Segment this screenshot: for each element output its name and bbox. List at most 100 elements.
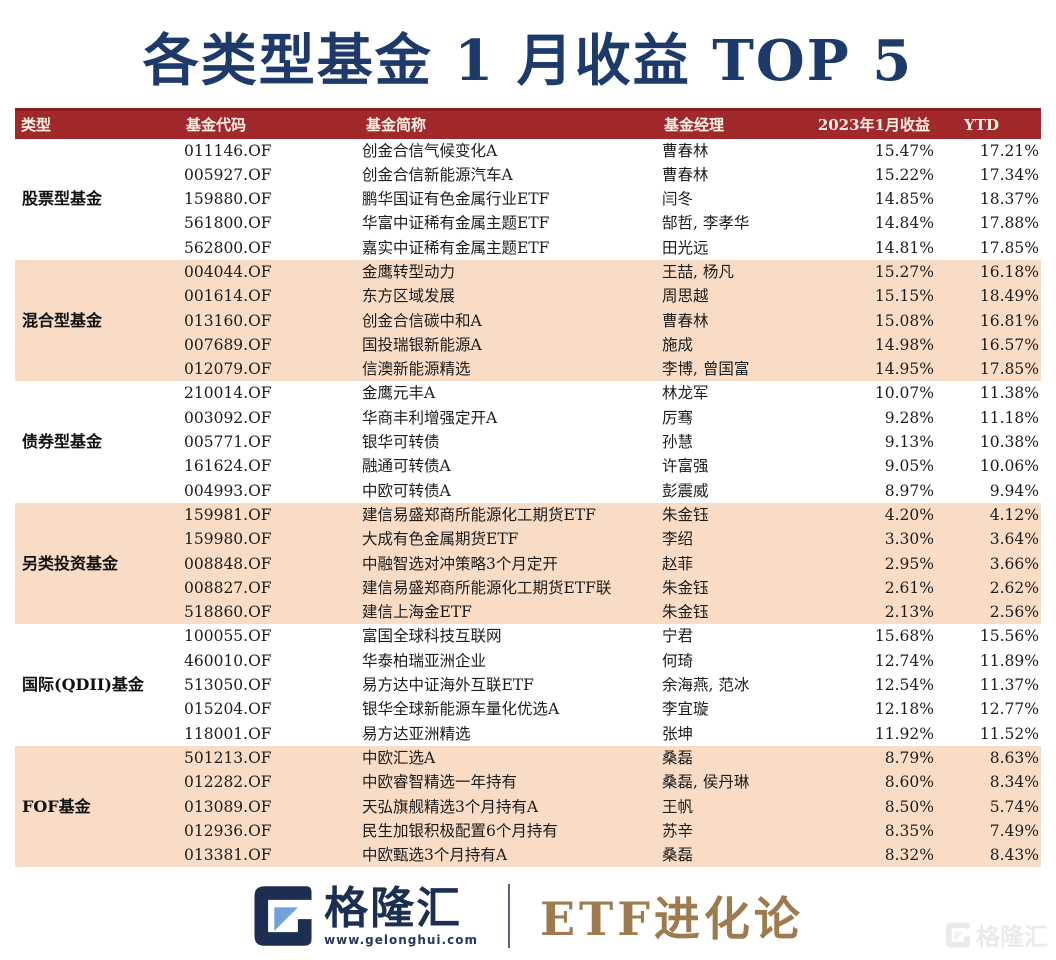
jan-return-value: 8.35% (884, 821, 934, 840)
gelonghui-brand-name: 格隆汇 (324, 882, 463, 934)
fund-group: FOF基金 501213.OF 中欧汇选A 桑磊 8.79% 8.63% 012282.OF… (15, 745, 1041, 868)
fund-code: 561800.OF (184, 214, 272, 233)
table-header-row: 类型 基金代码 基金简称 基金经理 2023年1月收益 YTD (15, 109, 1041, 139)
ytd-return-value: 17.85% (979, 360, 1039, 379)
table-row: 161624.OF 融通可转债A 许富强 9.05% 10.06% (15, 454, 1041, 478)
jan-return-value: 8.32% (884, 846, 934, 865)
fund-name: 银华全球新能源车量化优选A (362, 700, 560, 719)
fund-manager: 彭震威 (662, 481, 709, 500)
footer-divider (507, 884, 510, 948)
fund-name: 嘉实中证稀有金属主题ETF (362, 238, 550, 257)
ytd-return-value: 17.21% (979, 141, 1039, 160)
fund-code: 562800.OF (184, 238, 272, 257)
watermark-logo-icon (946, 922, 970, 947)
table-row: 561800.OF 华富中证稀有金属主题ETF 郜哲, 李孝华 14.84% 17.88… (15, 211, 1041, 235)
fund-code: 159880.OF (184, 190, 272, 209)
ytd-return-value: 16.57% (979, 335, 1039, 354)
table-row: 460010.OF 华泰柏瑞亚洲企业 何琦 12.74% 11.89% (15, 649, 1041, 673)
table-row: 013381.OF 中欧甄选3个月持有A 桑磊 8.32% 8.43% (15, 843, 1041, 867)
table-row: 118001.OF 易方达亚洲精选 张坤 11.92% 11.52% (15, 722, 1041, 746)
fund-name: 银华可转债 (362, 433, 440, 452)
jan-return-value: 14.98% (874, 335, 934, 354)
fund-code: 011146.OF (184, 141, 272, 160)
fund-code: 012936.OF (184, 821, 272, 840)
jan-return-value: 8.60% (884, 773, 934, 792)
fund-group: 另类投资基金 159981.OF 建信易盛郑商所能源化工期货ETF 朱金钰 4.20% 4… (15, 502, 1041, 625)
fund-manager: 曹春林 (662, 165, 709, 184)
ytd-return-value: 16.81% (979, 311, 1039, 330)
fund-manager: 李博, 曾国富 (662, 360, 750, 379)
header-code: 基金代码 (186, 116, 247, 135)
fund-group: 债券型基金 210014.OF 金鹰元丰A 林龙军 10.07% 11.38% 003092… (15, 381, 1041, 503)
ytd-return-value: 3.66% (989, 554, 1039, 573)
fund-name: 信澳新能源精选 (362, 360, 471, 379)
jan-return-value: 12.18% (874, 700, 934, 719)
fund-group: 混合型基金 004044.OF 金鹰转型动力 王喆, 杨凡 15.27% 16.18% 00… (15, 259, 1041, 382)
fund-name: 金鹰元丰A (362, 384, 436, 403)
fund-code: 008827.OF (184, 578, 272, 597)
fund-manager: 许富强 (662, 457, 709, 476)
fund-manager: 孙慧 (662, 433, 694, 452)
fund-name: 创金合信气候变化A (362, 141, 498, 160)
table-row: FOF基金 501213.OF 中欧汇选A 桑磊 8.79% 8.63% (15, 746, 1041, 816)
fund-name: 建信易盛郑商所能源化工期货ETF联 (362, 578, 612, 597)
fund-name: 东方区域发展 (362, 287, 456, 306)
fund-name: 创金合信新能源汽车A (362, 165, 513, 184)
fund-name: 富国全球科技互联网 (362, 627, 502, 646)
fund-code: 001614.OF (184, 287, 272, 306)
fund-return-table-wrap: 类型 基金代码 基金简称 基金经理 2023年1月收益 YTD 股票型基金 011… (15, 108, 1041, 868)
gelonghui-brand-text: 格隆汇 www.gelonghui.com (324, 882, 478, 946)
table-row: 003092.OF 华商丰利增强定开A 厉骞 9.28% 11.18% (15, 406, 1041, 430)
fund-type-label: FOF基金 (22, 796, 91, 816)
fund-code: 513050.OF (184, 676, 272, 695)
ytd-return-value: 11.18% (979, 408, 1039, 427)
fund-name: 创金合信碳中和A (362, 311, 482, 330)
fund-code: 518860.OF (184, 603, 272, 622)
table-row: 013089.OF 天弘旗舰精选3个月持有A 王帆 8.50% 5.74% (15, 795, 1041, 819)
fund-manager: 朱金钰 (662, 505, 709, 524)
table-row: 513050.OF 易方达中证海外互联ETF 余海燕, 范冰 12.54% 11.37% (15, 673, 1041, 697)
watermark: 格隆汇 (945, 917, 1048, 952)
table-row: 005927.OF 创金合信新能源汽车A 曹春林 15.22% 17.34% (15, 163, 1041, 187)
jan-return-value: 10.07% (874, 384, 934, 403)
table-row: 518860.OF 建信上海金ETF 朱金钰 2.13% 2.56% (15, 600, 1041, 624)
table-row: 债券型基金 210014.OF 金鹰元丰A 林龙军 10.07% 11.38% (15, 381, 1041, 451)
jan-return-value: 15.08% (874, 311, 934, 330)
jan-return-value: 2.95% (884, 554, 934, 573)
header-manager: 基金经理 (664, 116, 725, 135)
jan-return-value: 4.20% (884, 505, 934, 524)
fund-manager: 王帆 (662, 797, 694, 816)
fund-manager: 苏辛 (662, 821, 694, 840)
ytd-return-value: 8.34% (989, 773, 1039, 792)
fund-name: 建信易盛郑商所能源化工期货ETF (362, 505, 596, 524)
fund-code: 501213.OF (184, 748, 272, 767)
table-row: 159980.OF 大成有色金属期货ETF 李绍 3.30% 3.64% (15, 527, 1041, 551)
jan-return-value: 14.84% (874, 214, 934, 233)
fund-code: 005771.OF (184, 433, 272, 452)
program-title: ETF进化论 (539, 892, 804, 946)
table-row: 混合型基金 004044.OF 金鹰转型动力 王喆, 杨凡 15.27% 16.18% (15, 260, 1041, 330)
fund-manager: 张坤 (662, 724, 694, 743)
fund-code: 210014.OF (184, 384, 272, 403)
header-ytd: YTD (964, 115, 999, 134)
fund-name: 中欧可转债A (362, 481, 451, 500)
fund-code: 159981.OF (184, 505, 272, 524)
fund-type-label: 混合型基金 (22, 310, 103, 330)
fund-manager: 桑磊 (662, 748, 694, 767)
fund-manager: 朱金钰 (662, 578, 709, 597)
fund-type-label: 另类投资基金 (22, 553, 119, 573)
fund-name: 国投瑞银新能源A (362, 335, 482, 354)
fund-name: 中欧睿智精选一年持有 (362, 773, 518, 792)
ytd-return-value: 2.62% (989, 578, 1039, 597)
jan-return-value: 15.68% (874, 627, 934, 646)
fund-manager: 施成 (662, 335, 694, 354)
fund-manager: 厉骞 (662, 408, 694, 427)
jan-return-value: 14.85% (874, 190, 934, 209)
ytd-return-value: 11.37% (979, 676, 1039, 695)
ytd-return-value: 2.56% (989, 603, 1039, 622)
jan-return-value: 8.97% (884, 481, 934, 500)
fund-name: 华泰柏瑞亚洲企业 (362, 651, 487, 670)
ytd-return-value: 7.49% (989, 821, 1039, 840)
jan-return-value: 15.22% (874, 165, 934, 184)
fund-manager: 曹春林 (662, 311, 709, 330)
